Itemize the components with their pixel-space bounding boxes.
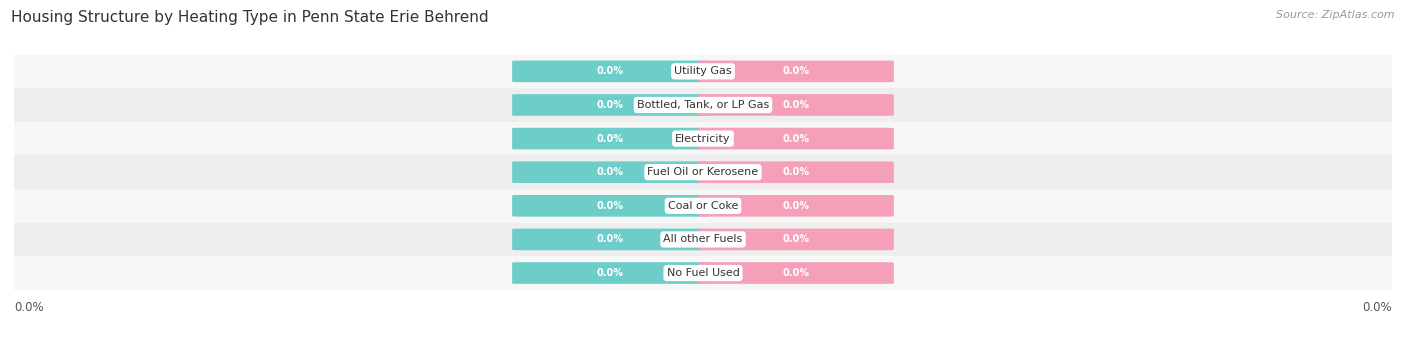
FancyBboxPatch shape: [512, 61, 707, 82]
FancyBboxPatch shape: [699, 128, 894, 149]
FancyBboxPatch shape: [512, 195, 707, 217]
FancyBboxPatch shape: [512, 262, 707, 284]
Text: Housing Structure by Heating Type in Penn State Erie Behrend: Housing Structure by Heating Type in Pen…: [11, 10, 489, 25]
Bar: [14, 223, 1392, 256]
Text: Fuel Oil or Kerosene: Fuel Oil or Kerosene: [647, 167, 759, 177]
Text: 0.0%: 0.0%: [596, 234, 623, 244]
Text: No Fuel Used: No Fuel Used: [666, 268, 740, 278]
Text: Bottled, Tank, or LP Gas: Bottled, Tank, or LP Gas: [637, 100, 769, 110]
Bar: [14, 155, 1392, 189]
Text: 0.0%: 0.0%: [783, 268, 810, 278]
FancyBboxPatch shape: [512, 128, 707, 149]
Text: 0.0%: 0.0%: [596, 268, 623, 278]
Text: 0.0%: 0.0%: [596, 66, 623, 76]
FancyBboxPatch shape: [699, 94, 894, 116]
Bar: [14, 189, 1392, 223]
Text: Electricity: Electricity: [675, 134, 731, 144]
Text: 0.0%: 0.0%: [783, 134, 810, 144]
FancyBboxPatch shape: [512, 228, 707, 250]
Text: 0.0%: 0.0%: [783, 234, 810, 244]
Bar: [14, 122, 1392, 155]
Text: 0.0%: 0.0%: [596, 100, 623, 110]
Text: All other Fuels: All other Fuels: [664, 234, 742, 244]
Bar: [14, 55, 1392, 88]
Text: 0.0%: 0.0%: [596, 167, 623, 177]
Text: Utility Gas: Utility Gas: [675, 66, 731, 76]
Text: 0.0%: 0.0%: [1362, 301, 1392, 314]
Text: 0.0%: 0.0%: [783, 66, 810, 76]
Text: 0.0%: 0.0%: [596, 134, 623, 144]
Text: 0.0%: 0.0%: [783, 167, 810, 177]
Bar: [14, 256, 1392, 290]
FancyBboxPatch shape: [699, 161, 894, 183]
FancyBboxPatch shape: [699, 61, 894, 82]
Bar: [14, 88, 1392, 122]
FancyBboxPatch shape: [699, 262, 894, 284]
Text: 0.0%: 0.0%: [783, 201, 810, 211]
Text: Coal or Coke: Coal or Coke: [668, 201, 738, 211]
Text: 0.0%: 0.0%: [596, 201, 623, 211]
Text: 0.0%: 0.0%: [14, 301, 44, 314]
Text: Source: ZipAtlas.com: Source: ZipAtlas.com: [1277, 10, 1395, 20]
Text: 0.0%: 0.0%: [783, 100, 810, 110]
FancyBboxPatch shape: [699, 195, 894, 217]
FancyBboxPatch shape: [512, 161, 707, 183]
FancyBboxPatch shape: [699, 228, 894, 250]
FancyBboxPatch shape: [512, 94, 707, 116]
